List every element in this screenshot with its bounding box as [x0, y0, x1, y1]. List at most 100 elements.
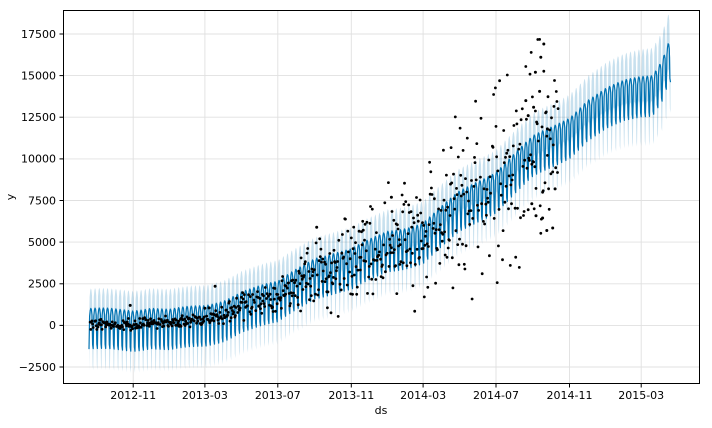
observed-point — [202, 319, 206, 323]
y-axis-title: y — [4, 193, 17, 200]
observed-point — [235, 296, 239, 300]
observed-point — [341, 233, 344, 236]
observed-point — [549, 172, 553, 176]
observed-point — [357, 229, 361, 233]
observed-point — [113, 321, 117, 325]
x-tick-label: 2012-11 — [110, 389, 156, 402]
observed-point — [320, 260, 323, 264]
axis-tick-labels: −2500 0 2500 5000 7500 10000 12500 15000 17500 20… — [19, 28, 664, 402]
observed-point — [226, 311, 230, 314]
observed-point — [494, 86, 497, 90]
observed-point — [339, 288, 343, 292]
observed-point-outlier — [532, 105, 536, 109]
observed-point — [274, 309, 277, 313]
observed-point — [448, 238, 451, 242]
observed-point — [246, 304, 249, 308]
observed-point — [214, 309, 218, 313]
observed-point — [331, 282, 335, 286]
observed-point — [422, 224, 426, 227]
observed-point — [390, 210, 394, 213]
observed-point-outlier — [533, 70, 537, 74]
observed-point — [300, 277, 304, 281]
observed-point — [527, 156, 531, 160]
observed-point — [271, 305, 274, 309]
observed-point — [333, 261, 337, 264]
observed-point — [364, 249, 368, 253]
observed-point — [262, 294, 265, 298]
y-tick-label: −2500 — [19, 361, 56, 374]
observed-point — [491, 145, 495, 149]
observed-point — [437, 228, 441, 232]
y-tick-label: 7500 — [28, 194, 56, 207]
observed-point — [273, 287, 277, 290]
observed-point — [240, 295, 243, 299]
observed-point-outlier — [541, 216, 545, 220]
x-tick-label: 2014-03 — [400, 389, 446, 402]
observed-point — [112, 325, 115, 328]
observed-point — [302, 274, 306, 277]
forecast-line — [88, 43, 672, 352]
observed-point — [466, 212, 470, 216]
observed-point — [421, 247, 425, 250]
observed-point — [406, 249, 409, 253]
observed-point — [397, 238, 401, 242]
observed-point — [122, 328, 126, 331]
observed-point — [280, 279, 284, 283]
observed-point — [502, 129, 506, 132]
observed-point-outlier — [545, 229, 549, 232]
observed-point — [465, 136, 469, 140]
observed-point — [345, 262, 348, 266]
observed-point — [311, 270, 315, 274]
observed-point — [483, 222, 486, 226]
observed-point — [180, 314, 184, 317]
observed-point — [424, 234, 427, 238]
observed-point — [129, 328, 133, 332]
observed-point — [310, 267, 314, 271]
observed-point — [532, 160, 535, 164]
observed-point — [450, 256, 454, 260]
observed-point — [269, 298, 273, 301]
observed-point — [348, 270, 351, 274]
observed-point — [188, 316, 191, 320]
observed-point — [544, 110, 548, 114]
observed-point — [421, 221, 424, 225]
observed-point — [521, 165, 525, 168]
observed-point — [406, 232, 410, 236]
observed-point — [387, 181, 390, 185]
observed-point — [391, 251, 395, 255]
observed-point-outlier — [389, 195, 393, 199]
observed-point — [497, 244, 500, 248]
observed-point — [418, 198, 422, 202]
observed-point — [412, 216, 415, 220]
observed-point — [226, 313, 230, 317]
observed-point-outlier — [553, 187, 557, 191]
observed-point — [334, 277, 338, 281]
observed-point — [366, 292, 369, 295]
observed-point — [342, 277, 346, 280]
observed-point — [348, 257, 352, 261]
observed-point — [96, 325, 100, 329]
y-tick-label: 12500 — [21, 111, 56, 124]
observed-point — [398, 243, 402, 247]
observed-point — [351, 247, 355, 251]
observed-point — [287, 281, 290, 285]
observed-point — [240, 301, 244, 304]
observed-point — [499, 193, 503, 197]
observed-point — [354, 265, 358, 269]
observed-point — [548, 137, 552, 141]
observed-point — [256, 290, 259, 293]
observed-point — [543, 181, 547, 185]
observed-point — [378, 250, 381, 254]
observed-point — [369, 262, 373, 266]
observed-point — [232, 310, 236, 314]
observed-point — [319, 247, 323, 251]
observed-point — [539, 231, 543, 235]
observed-point — [340, 251, 344, 255]
observed-point — [186, 322, 190, 325]
observed-point — [298, 271, 301, 275]
observed-point — [443, 253, 447, 257]
observed-point — [509, 183, 513, 187]
observed-point — [139, 325, 143, 329]
observed-point — [367, 265, 371, 268]
observed-point — [482, 220, 485, 223]
